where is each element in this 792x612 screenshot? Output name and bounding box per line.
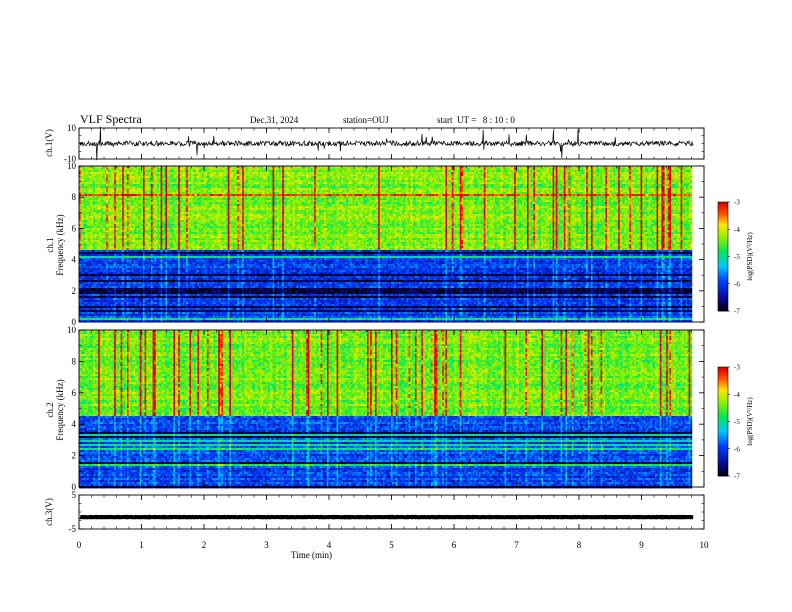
y-axis-label: ch.1(V) — [44, 129, 54, 157]
waveform-trace — [80, 127, 693, 161]
date-label: Dec.31, 2024 — [250, 115, 299, 125]
start-time-label: start UT = 8 : 10 : 0 — [437, 115, 515, 125]
figure-title: VLF Spectra — [80, 112, 142, 126]
y-tick-label: 10 — [67, 123, 77, 133]
spectrogram-cells — [79, 166, 692, 322]
station-label: station=OUJ — [343, 115, 389, 125]
